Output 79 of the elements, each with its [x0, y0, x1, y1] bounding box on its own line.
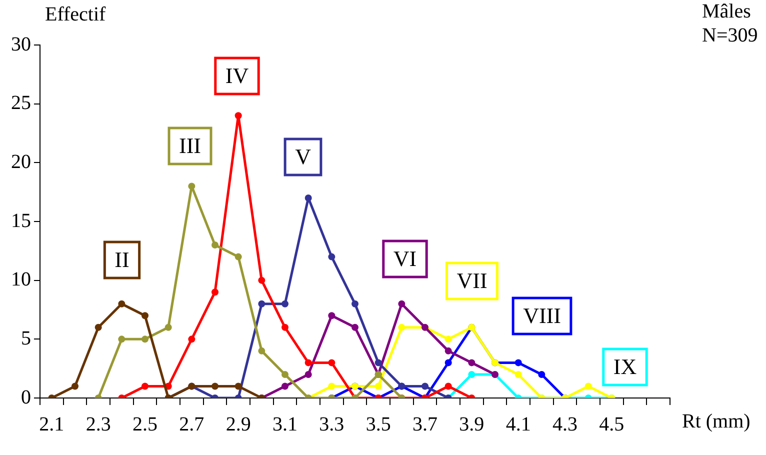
- point: [374, 359, 382, 366]
- x-tick-label: 3.7: [412, 413, 438, 436]
- series-label: II: [114, 246, 130, 272]
- point: [468, 370, 476, 378]
- point: [118, 300, 126, 308]
- point: [234, 382, 242, 390]
- point: [328, 253, 336, 260]
- point: [304, 194, 312, 202]
- y-tick-label: 25: [11, 92, 31, 114]
- point: [328, 359, 336, 366]
- point: [234, 253, 242, 260]
- point: [514, 370, 522, 378]
- x-tick-label: 4.1: [506, 413, 531, 436]
- text: Mâles: [702, 0, 752, 22]
- y-tick-label: 20: [11, 150, 31, 173]
- x-tick-label: 2.9: [226, 413, 251, 436]
- x-axis-title: Rt (mm): [682, 410, 750, 432]
- y-tick-label: 0: [21, 386, 31, 408]
- point: [282, 382, 288, 390]
- point: [258, 347, 266, 354]
- x-tick-label: 2.7: [179, 413, 204, 436]
- point: [444, 336, 452, 343]
- point: [304, 370, 312, 378]
- point: [142, 382, 148, 390]
- x-tick-label: 4.5: [599, 413, 624, 436]
- point: [212, 242, 218, 249]
- point: [422, 382, 428, 390]
- point: [304, 359, 312, 366]
- point: [444, 347, 452, 354]
- x-tick-label: 3.9: [459, 413, 484, 436]
- point: [212, 382, 218, 390]
- series-label: III: [179, 132, 201, 158]
- series-label: VII: [456, 268, 488, 293]
- point: [374, 382, 382, 390]
- point: [282, 370, 288, 378]
- y-axis-title: Effectif: [45, 3, 106, 26]
- point: [234, 112, 242, 120]
- text: N=309: [702, 24, 758, 46]
- x-tick-label: 3.5: [366, 413, 391, 436]
- x-tick-label: 2.1: [39, 413, 64, 436]
- series-label: IX: [613, 354, 637, 379]
- point: [142, 312, 148, 320]
- point: [282, 324, 288, 331]
- point: [398, 300, 406, 308]
- point: [212, 288, 218, 296]
- x-tick-label: 2.3: [86, 413, 111, 436]
- x-tick-label: 2.5: [132, 413, 158, 436]
- series-label: IV: [225, 62, 249, 88]
- x-tick-label: 3.3: [319, 413, 344, 436]
- point: [352, 324, 358, 331]
- y-tick-label: 5: [21, 327, 31, 350]
- point: [258, 276, 266, 284]
- point: [398, 324, 406, 331]
- point: [328, 312, 336, 320]
- point: [118, 336, 126, 343]
- point: [282, 300, 288, 308]
- point: [514, 359, 522, 366]
- point: [352, 300, 358, 308]
- point: [94, 324, 102, 331]
- series-label: V: [295, 144, 312, 169]
- point: [142, 336, 148, 343]
- y-tick-label: 15: [11, 210, 31, 232]
- point: [72, 382, 78, 390]
- point: [444, 359, 452, 366]
- point: [258, 300, 266, 308]
- point: [584, 382, 592, 390]
- series-label: VI: [393, 246, 417, 271]
- x-tick-label: 4.3: [552, 413, 578, 436]
- series-label: VIII: [523, 302, 561, 328]
- point: [444, 382, 452, 390]
- y-tick-label: 10: [11, 268, 31, 291]
- point: [538, 370, 546, 378]
- point: [468, 359, 476, 366]
- point: [328, 382, 336, 390]
- point: [164, 324, 172, 331]
- x-tick-label: 3.1: [272, 413, 298, 436]
- point: [188, 182, 196, 190]
- point: [188, 336, 196, 343]
- y-tick-label: 30: [11, 33, 31, 56]
